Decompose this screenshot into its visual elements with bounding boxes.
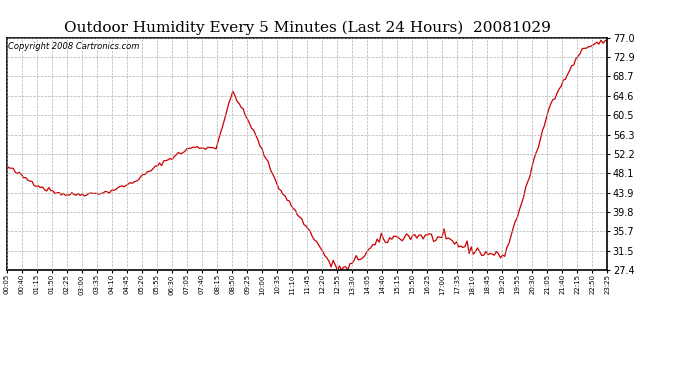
Text: Copyright 2008 Cartronics.com: Copyright 2008 Cartronics.com [8, 42, 139, 51]
Title: Outdoor Humidity Every 5 Minutes (Last 24 Hours)  20081029: Outdoor Humidity Every 5 Minutes (Last 2… [63, 21, 551, 35]
